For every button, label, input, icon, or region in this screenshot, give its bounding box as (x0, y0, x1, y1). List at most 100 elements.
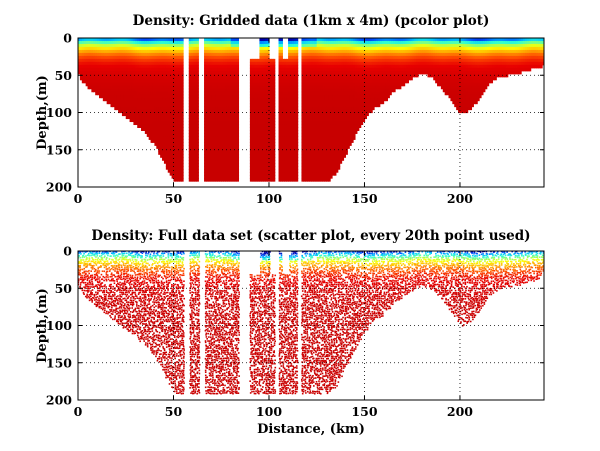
grid-cell (207, 163, 211, 167)
grid-cell (127, 79, 131, 84)
grid-cell (312, 109, 316, 114)
grid-cell (311, 163, 314, 167)
grid-cell (120, 85, 123, 90)
grid-cell (217, 79, 220, 84)
grid-cell (139, 49, 142, 54)
grid-cell (219, 130, 222, 134)
grid-cell (194, 175, 198, 179)
grid-cell (144, 38, 148, 42)
grid-cell (232, 154, 236, 158)
grid-cell (251, 169, 255, 173)
grid-cell (324, 79, 327, 84)
grid-cell (324, 40, 327, 45)
grid-cell (316, 145, 320, 149)
grid-cell (131, 52, 134, 57)
grid-cell (305, 82, 308, 87)
grid-cell (351, 55, 354, 60)
grid-cell (228, 70, 232, 75)
grid-cell (221, 124, 224, 128)
grid-cell (265, 67, 268, 72)
grid-cell (171, 100, 175, 105)
grid-cell (236, 103, 240, 108)
grid-cell (333, 61, 337, 66)
grid-cell (309, 85, 312, 90)
grid-cell (270, 127, 274, 131)
grid-cell (120, 38, 123, 42)
grid-cell (282, 139, 285, 143)
grid-cell (127, 43, 131, 48)
grid-cell (286, 97, 289, 102)
grid-cell (284, 79, 287, 84)
grid-cell (177, 85, 180, 90)
grid-cell (192, 142, 196, 146)
grid-cell (144, 106, 148, 111)
grid-cell (219, 46, 222, 51)
grid-cell (293, 103, 297, 108)
grid-cell (181, 115, 184, 120)
grid-cell (211, 109, 215, 114)
grid-cell (305, 64, 308, 69)
grid-cell (215, 121, 219, 126)
grid-cell (192, 79, 196, 84)
grid-cell (205, 58, 209, 63)
grid-cell (320, 148, 324, 152)
grid-cell (303, 55, 306, 60)
grid-cell (228, 139, 232, 143)
grid-cell (236, 154, 240, 158)
grid-cell (301, 178, 304, 182)
grid-cell (303, 46, 306, 51)
grid-cell (204, 160, 207, 164)
grid-cell (160, 118, 163, 123)
grid-cell (106, 97, 110, 102)
grid-cell (267, 124, 270, 128)
grid-cell (324, 55, 327, 60)
grid-cell (181, 46, 184, 51)
grid-cell (190, 49, 194, 54)
grid-cell (236, 163, 240, 167)
grid-cell (251, 73, 255, 78)
grid-cell (284, 64, 287, 69)
grid-cell (261, 127, 264, 131)
grid-cell (284, 169, 287, 173)
grid-cell (270, 82, 274, 87)
grid-cell (89, 85, 92, 90)
grid-cell (249, 178, 253, 182)
grid-cell (347, 103, 350, 108)
grid-cell (335, 139, 339, 143)
grid-cell (114, 38, 117, 42)
grid-cell (175, 142, 178, 146)
grid-cell (295, 133, 299, 137)
grid-cell (204, 79, 207, 84)
grid-cell (288, 97, 291, 102)
grid-cell (268, 82, 272, 87)
grid-cell (169, 70, 173, 75)
grid-cell (261, 169, 264, 173)
grid-cell (301, 163, 304, 167)
grid-cell (116, 100, 119, 105)
grid-cell (106, 67, 110, 72)
grid-cell (190, 91, 194, 96)
grid-cell (104, 49, 108, 54)
grid-cell (295, 103, 299, 108)
grid-cell (211, 100, 215, 105)
grid-cell (278, 142, 282, 146)
grid-cell (291, 40, 295, 45)
grid-cell (223, 133, 226, 137)
grid-cell (179, 70, 182, 75)
grid-cell (137, 82, 140, 87)
grid-cell (295, 61, 299, 66)
grid-cell (230, 64, 234, 69)
grid-cell (335, 127, 339, 131)
grid-cell (146, 52, 150, 57)
grid-cell (125, 58, 129, 63)
grid-cell (307, 148, 310, 152)
grid-cell (295, 88, 299, 93)
grid-cell (125, 76, 129, 81)
grid-cell (85, 55, 89, 60)
grid-cell (127, 67, 131, 72)
grid-cell (343, 73, 346, 78)
grid-cell (286, 160, 289, 164)
grid-cell (339, 115, 343, 120)
grid-cell (173, 166, 176, 170)
grid-cell (236, 79, 240, 84)
